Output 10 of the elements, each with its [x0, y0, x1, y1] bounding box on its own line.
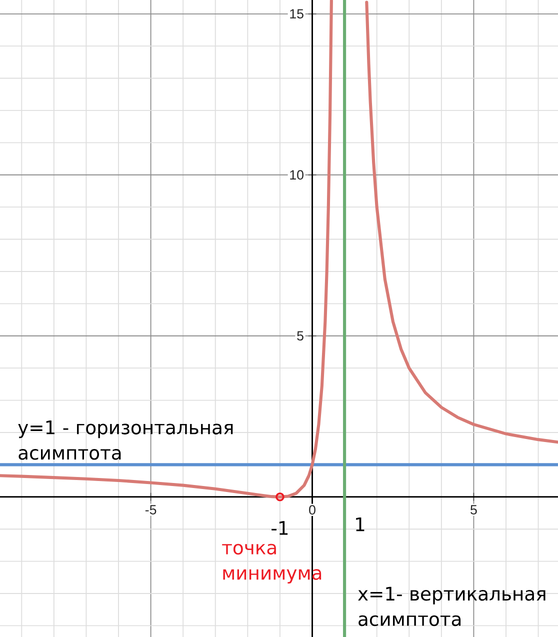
x-tick-label: 5 — [470, 505, 477, 514]
annotation: 1 — [356, 518, 364, 532]
ref-line-label: y=1 - горизонтальная асимптота — [18, 420, 233, 460]
y-tick-label: 5 — [297, 331, 304, 341]
annotation: -1 — [272, 521, 288, 535]
x-tick-label: -5 — [145, 505, 156, 514]
y-tick-label: 10 — [290, 170, 304, 180]
y-tick-label: 15 — [290, 9, 304, 18]
x-tick-label: 0 — [309, 505, 316, 515]
ref-line-label: x=1- вертикальная асимптота — [358, 586, 546, 626]
